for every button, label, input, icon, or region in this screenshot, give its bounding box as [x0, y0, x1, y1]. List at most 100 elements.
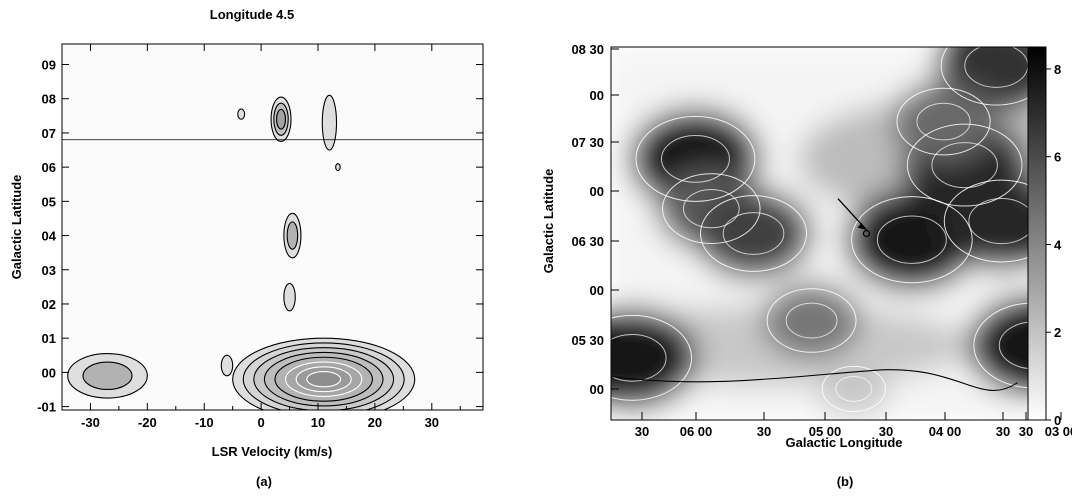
y-tick-label: -01: [37, 400, 56, 415]
contour-line: [785, 302, 838, 339]
heatmap-peak: [762, 282, 861, 359]
heatmap-peak: [695, 188, 812, 279]
heatmap-peak: [818, 361, 890, 417]
contour-line: [998, 321, 1028, 369]
axis-ticks-b: 30 06 00 30 05 00 30 04 00 30 03 00 30 08 30 00 07 …: [571, 42, 1072, 439]
heatmap-peak: [611, 307, 698, 409]
contour-line: [968, 198, 1028, 245]
y-tick-label: 00: [590, 184, 604, 199]
contour-line: [973, 302, 1028, 389]
contour-line: [286, 221, 299, 250]
contour-line: [67, 353, 148, 399]
x-axis-label-b: Galactic Longitude: [785, 435, 902, 450]
y-tick-label: 07: [42, 126, 56, 141]
source-marker: [862, 229, 871, 238]
y-tick-label: 02: [42, 297, 56, 312]
x-tick-label: 03 00: [1045, 424, 1072, 439]
contour-line: [931, 142, 998, 189]
contour-line: [283, 212, 302, 259]
x-tick-label: 30: [425, 415, 439, 430]
contour-line: [682, 188, 740, 229]
arrow-head: [857, 222, 867, 230]
contour-line: [283, 282, 296, 312]
contour-line: [321, 94, 338, 151]
contour-layer: [62, 44, 483, 410]
y-axis-label-b: Galactic Latitude: [541, 169, 556, 274]
y-tick-label: 04: [42, 229, 57, 244]
contour-line: [876, 215, 947, 264]
x-tick-label: -10: [195, 415, 214, 430]
y-tick-label: 05 30: [571, 333, 604, 348]
y-tick-label: 07 30: [571, 135, 604, 150]
axis-ticks-a: -30 -20 -10 0 10 20 30 -01 00 01 02 03 04 05 06 07 08 09: [37, 44, 483, 430]
y-tick-label: 06: [42, 160, 56, 175]
colorbar-tick-label: 8: [1054, 62, 1061, 77]
contour-line: [940, 47, 1028, 106]
contour-line: [766, 288, 857, 353]
heatmap-overlay: [611, 47, 1028, 413]
x-tick-label: 30: [757, 424, 771, 439]
y-tick-label: 00: [590, 382, 604, 397]
contour-line: [82, 361, 133, 391]
contour-line: [662, 173, 761, 244]
contour-line: [242, 342, 405, 410]
x-tick-label: 30: [635, 424, 649, 439]
colorbar-tick-label: 6: [1054, 150, 1061, 165]
y-tick-label: 08: [42, 92, 56, 107]
contour-line: [237, 108, 246, 120]
contour-feature: [283, 283, 296, 311]
contour-line: [263, 351, 384, 407]
heatmap-peak: [967, 295, 1028, 396]
y-tick-label: 08 30: [571, 42, 604, 57]
contour-line: [916, 102, 971, 141]
y-tick-label: 09: [42, 58, 56, 73]
plot-frame-a: [61, 43, 484, 411]
contour-feature: [335, 163, 341, 171]
heatmap-peak: [938, 172, 1028, 270]
contour-line: [660, 135, 730, 183]
y-tick-label: 00: [42, 365, 56, 380]
panel-label-a: (a): [256, 474, 272, 489]
panel-a: Longitude 4.5 -30 -20 -10 0 10 20 30 -01 00 01 02 0…: [9, 7, 484, 489]
contour-line: [335, 163, 341, 172]
y-tick-label: 05: [42, 194, 56, 209]
x-tick-label: 30: [996, 424, 1010, 439]
x-tick-label: 20: [368, 415, 382, 430]
contour-line: [611, 314, 693, 401]
contour-line: [232, 337, 416, 410]
heatmap-peak: [892, 81, 996, 162]
x-tick-label: 05 00: [809, 424, 842, 439]
contour-line: [821, 365, 886, 413]
x-tick-label: 06 00: [680, 424, 713, 439]
contour-line: [270, 96, 292, 143]
contour-line: [274, 356, 373, 402]
x-tick-label: 30: [879, 424, 893, 439]
contour-line: [285, 361, 363, 397]
colorbar: [1027, 46, 1047, 421]
x-tick-label: 04 00: [929, 424, 962, 439]
x-tick-label: -20: [138, 415, 157, 430]
x-axis-label-a: LSR Velocity (km/s): [212, 444, 333, 459]
contour-feature: [221, 355, 233, 376]
contour-line: [943, 179, 1028, 263]
y-tick-label: 01: [42, 331, 56, 346]
x-tick-label: -30: [81, 415, 100, 430]
y-tick-label: 00: [590, 283, 604, 298]
contour-line: [635, 115, 756, 202]
contour-line: [699, 195, 808, 272]
contour-line: [295, 366, 352, 393]
colorbar-tick-label: 4: [1054, 237, 1062, 252]
x-tick-label: 10: [311, 415, 325, 430]
contour-feature: [237, 108, 245, 120]
y-tick-label: 06 30: [571, 234, 604, 249]
x-tick-label: 0: [258, 415, 265, 430]
contour-line: [276, 108, 287, 130]
x-tick-label: 30: [1019, 424, 1033, 439]
contour-line: [306, 371, 342, 388]
y-tick-label: 00: [590, 88, 604, 103]
contour-line: [722, 212, 785, 255]
contour-line: [851, 196, 973, 284]
y-tick-label: 03: [42, 263, 56, 278]
panel-a-title: Longitude 4.5: [210, 7, 295, 22]
